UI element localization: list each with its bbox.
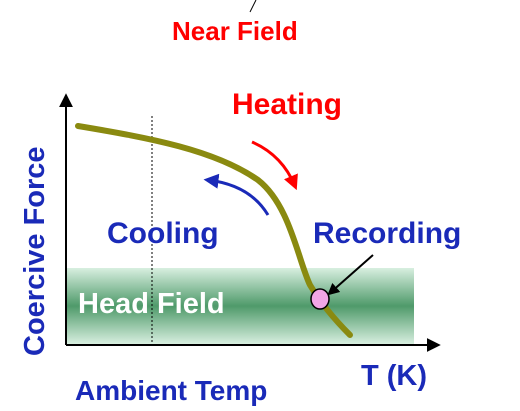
head-field-label: Head Field	[78, 288, 225, 320]
ambient-temp-label: Ambient Temp	[75, 375, 267, 406]
x-axis-label: T (K)	[361, 360, 427, 392]
recording-label: Recording	[313, 217, 461, 250]
y-axis-label: Coercive Force	[19, 146, 51, 356]
recording-point	[310, 288, 330, 310]
heating-label: Heating	[232, 88, 342, 121]
recording-pointer	[327, 254, 374, 296]
cooling-label: Cooling	[107, 217, 219, 250]
near-field-label: Near Field	[172, 16, 298, 46]
cooling-arrow	[203, 173, 270, 216]
heating-arrow	[251, 140, 298, 191]
head-field-band	[66, 268, 414, 344]
near-field-pointer	[249, 0, 257, 13]
